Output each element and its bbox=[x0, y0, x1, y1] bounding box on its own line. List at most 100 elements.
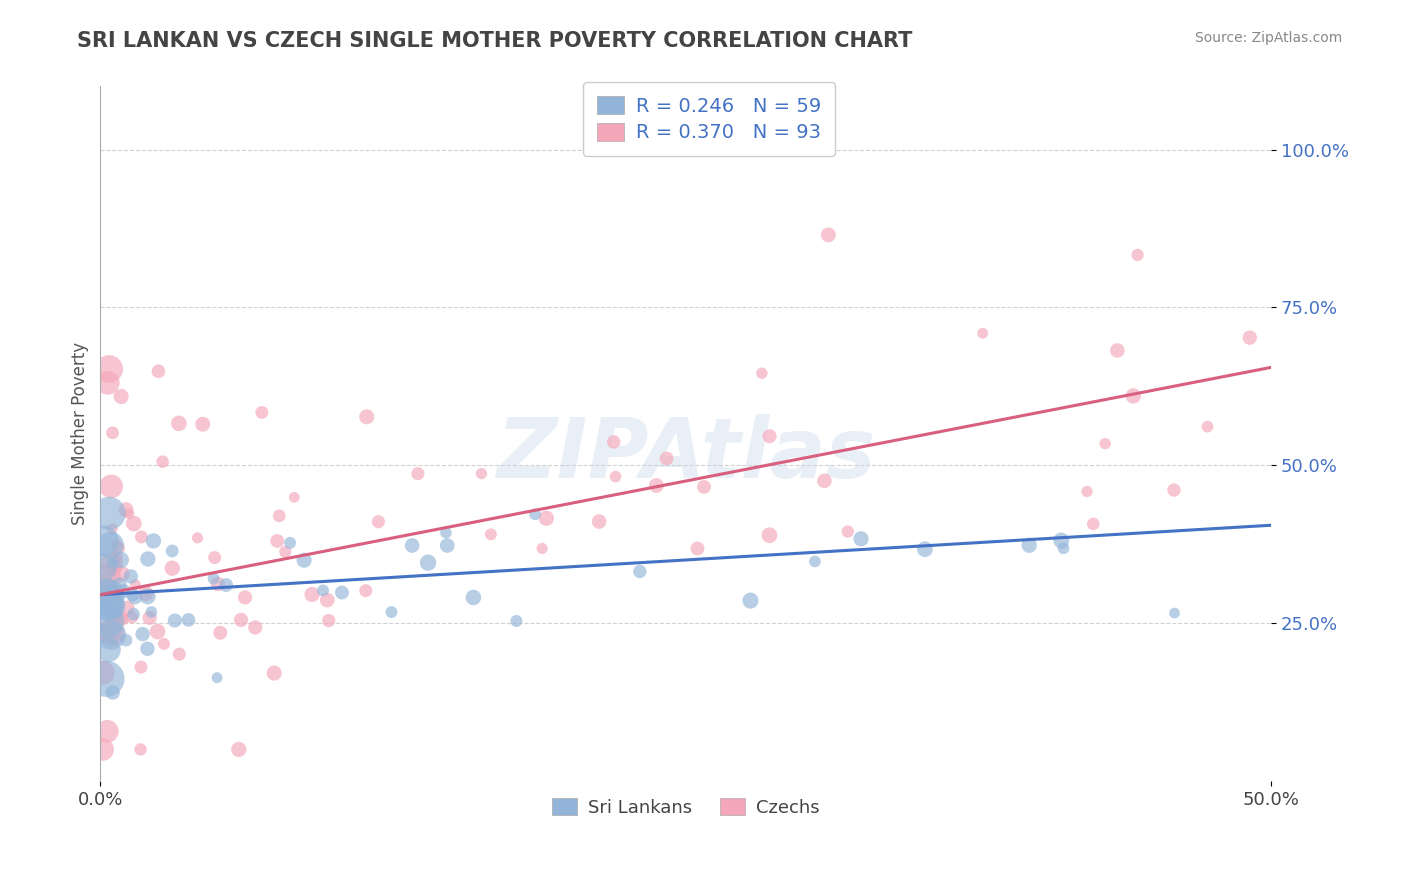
Point bbox=[122, 516, 145, 531]
Point bbox=[401, 539, 423, 553]
Point bbox=[416, 556, 439, 570]
Point bbox=[1197, 419, 1219, 434]
Point bbox=[91, 534, 114, 549]
Point bbox=[1126, 248, 1149, 262]
Point bbox=[100, 538, 122, 552]
Point bbox=[121, 588, 143, 602]
Y-axis label: Single Mother Poverty: Single Mother Poverty bbox=[72, 343, 89, 525]
Point bbox=[330, 585, 353, 599]
Point bbox=[505, 614, 527, 628]
Point bbox=[97, 642, 120, 657]
Point bbox=[110, 389, 132, 403]
Point bbox=[406, 467, 429, 481]
Point bbox=[167, 417, 190, 431]
Point bbox=[124, 577, 146, 591]
Point bbox=[207, 577, 229, 591]
Point bbox=[817, 227, 839, 242]
Point bbox=[121, 610, 143, 624]
Point bbox=[98, 507, 121, 521]
Point bbox=[153, 637, 176, 651]
Point bbox=[120, 569, 142, 583]
Point bbox=[131, 530, 153, 544]
Point bbox=[101, 585, 124, 599]
Point bbox=[1163, 483, 1185, 497]
Point bbox=[112, 584, 135, 599]
Point bbox=[318, 614, 340, 628]
Point bbox=[160, 544, 183, 558]
Point bbox=[100, 557, 122, 571]
Point bbox=[103, 606, 125, 620]
Point bbox=[1122, 389, 1144, 403]
Point bbox=[1083, 516, 1105, 531]
Point bbox=[693, 480, 716, 494]
Point bbox=[138, 611, 160, 625]
Point bbox=[434, 525, 457, 540]
Point bbox=[1107, 343, 1129, 358]
Point bbox=[470, 467, 492, 481]
Point bbox=[1239, 331, 1261, 345]
Point bbox=[266, 533, 288, 548]
Point bbox=[129, 742, 152, 756]
Point bbox=[136, 641, 159, 656]
Point bbox=[100, 599, 122, 613]
Point bbox=[312, 583, 335, 598]
Point bbox=[740, 593, 762, 607]
Point bbox=[758, 429, 780, 443]
Point bbox=[202, 572, 225, 586]
Point bbox=[602, 434, 624, 449]
Point bbox=[146, 624, 169, 639]
Point bbox=[536, 511, 558, 525]
Point bbox=[118, 507, 141, 521]
Point bbox=[209, 625, 232, 640]
Point bbox=[103, 561, 125, 575]
Point bbox=[117, 600, 139, 615]
Point bbox=[215, 578, 238, 592]
Point bbox=[1018, 538, 1040, 552]
Point bbox=[160, 561, 183, 575]
Point bbox=[94, 598, 117, 612]
Point bbox=[101, 522, 124, 536]
Point bbox=[463, 591, 485, 605]
Point bbox=[97, 589, 120, 603]
Point bbox=[804, 554, 827, 568]
Point bbox=[380, 605, 402, 619]
Point bbox=[110, 610, 132, 624]
Point bbox=[163, 614, 186, 628]
Point bbox=[813, 474, 835, 488]
Point bbox=[605, 469, 627, 483]
Point bbox=[914, 542, 936, 557]
Point bbox=[588, 515, 610, 529]
Point bbox=[91, 665, 114, 680]
Point bbox=[101, 685, 124, 699]
Text: ZIPAtlas: ZIPAtlas bbox=[496, 414, 876, 495]
Point bbox=[245, 620, 267, 634]
Point bbox=[148, 364, 170, 378]
Point bbox=[292, 553, 315, 567]
Point bbox=[110, 553, 132, 567]
Point bbox=[91, 742, 114, 756]
Point bbox=[1052, 541, 1074, 556]
Point bbox=[367, 515, 389, 529]
Point bbox=[96, 585, 118, 599]
Point bbox=[96, 585, 118, 599]
Point bbox=[112, 612, 135, 626]
Point bbox=[91, 596, 114, 610]
Text: SRI LANKAN VS CZECH SINGLE MOTHER POVERTY CORRELATION CHART: SRI LANKAN VS CZECH SINGLE MOTHER POVERT… bbox=[77, 31, 912, 51]
Point bbox=[97, 614, 120, 628]
Point bbox=[229, 613, 252, 627]
Point bbox=[108, 578, 131, 592]
Point bbox=[136, 590, 159, 604]
Point bbox=[191, 417, 214, 432]
Point bbox=[96, 672, 118, 686]
Point bbox=[141, 605, 163, 619]
Point bbox=[751, 366, 773, 380]
Point bbox=[105, 550, 128, 565]
Point bbox=[274, 545, 297, 559]
Point bbox=[1076, 484, 1098, 499]
Text: Source: ZipAtlas.com: Source: ZipAtlas.com bbox=[1195, 31, 1343, 45]
Point bbox=[354, 583, 377, 598]
Point bbox=[135, 586, 157, 600]
Point bbox=[100, 628, 122, 642]
Point bbox=[531, 541, 554, 556]
Point bbox=[104, 612, 127, 626]
